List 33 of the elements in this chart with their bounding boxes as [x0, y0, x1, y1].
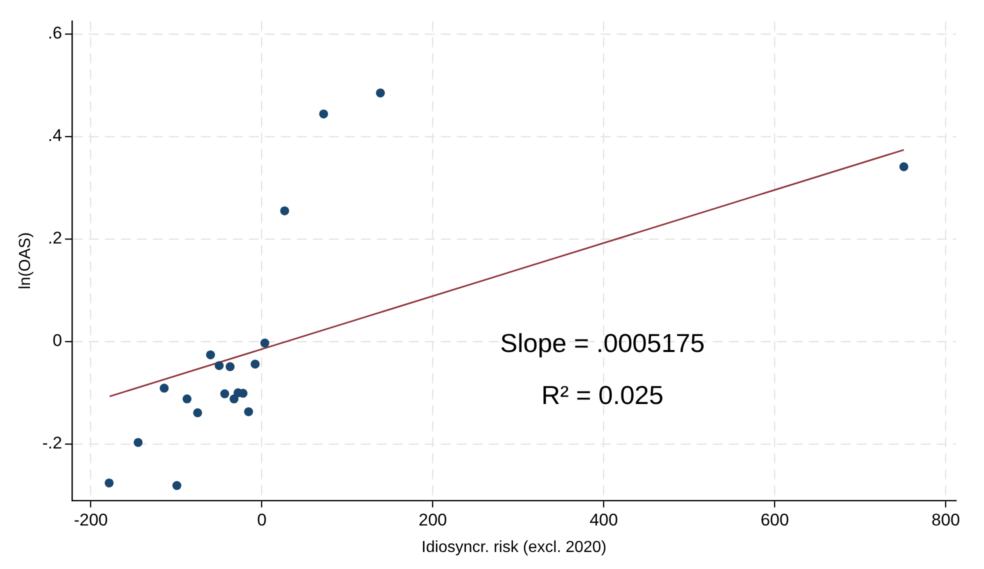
point: [206, 350, 216, 360]
point: [172, 481, 182, 490]
x-tick-label: 600: [760, 510, 789, 530]
x-tick-label: 200: [418, 510, 447, 530]
point: [214, 361, 224, 370]
point: [250, 360, 260, 369]
point: [899, 162, 908, 172]
annotation: R² = 0.025: [541, 380, 664, 410]
point: [280, 206, 290, 216]
point: [260, 338, 270, 348]
y-tick-label: 0: [52, 331, 62, 350]
point: [160, 384, 169, 393]
x-tick-label: 800: [932, 510, 960, 530]
y-axis-title: ln(OAS): [17, 232, 34, 290]
y-tick-label: .4: [48, 126, 62, 146]
annotation: Slope = .0005175: [500, 328, 705, 358]
x-tick-label: -200: [74, 510, 108, 530]
point: [182, 394, 192, 404]
point: [376, 88, 385, 98]
y-tick-label: .2: [48, 228, 62, 248]
y-tick-label: .6: [48, 24, 62, 43]
point: [220, 389, 230, 398]
point: [244, 407, 254, 416]
point: [134, 438, 143, 447]
point: [319, 109, 328, 118]
y-tick-label: -.2: [42, 434, 62, 453]
x-tick-label: 400: [590, 510, 618, 530]
point: [104, 478, 114, 488]
x-axis-title: Idiosyncr. risk (excl. 2020): [422, 538, 606, 556]
point: [193, 408, 202, 418]
point: [230, 394, 239, 404]
x-tick-label: 0: [257, 510, 267, 530]
point: [226, 362, 235, 372]
